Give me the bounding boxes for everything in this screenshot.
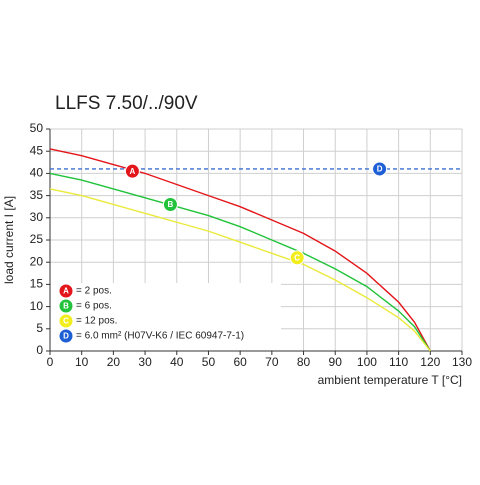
curve-badge-label: A [130,167,136,176]
legend-badge [58,283,74,299]
y-tick-label: 50 [30,121,44,135]
x-tick-label: 120 [420,355,440,369]
x-tick-label: 100 [357,355,377,369]
legend-box [51,283,281,350]
curve-badge-label: D [377,165,383,174]
x-tick-label: 30 [138,355,152,369]
legend-badge [58,313,74,329]
x-tick-label: 40 [170,355,184,369]
legend-badge [58,298,74,314]
legend-badge-label: A [63,287,69,296]
series-line [49,172,431,352]
x-tick-label: 10 [75,355,89,369]
legend-badge [58,328,74,344]
y-tick-label: 40 [30,166,44,180]
legend-badge-label: D [63,332,69,341]
x-tick-label: 70 [265,355,279,369]
legend-label: = 2 pos. [76,286,112,297]
y-tick-label: 5 [36,321,43,335]
curve-badge [372,161,388,177]
y-axis-label: load current I [A] [2,196,16,284]
curve-badge [289,250,305,266]
y-tick-label: 35 [30,188,44,202]
y-tick-label: 20 [30,254,44,268]
x-tick-label: 20 [107,355,121,369]
curve-badge [124,163,140,179]
series-line [49,188,431,352]
y-tick-label: 0 [36,343,43,357]
x-axis-label: ambient temperature T [°C] [318,373,462,387]
chart-title: LLFS 7.50/../90V [55,93,198,114]
x-tick-label: 50 [202,355,216,369]
x-tick-label: 80 [297,355,311,369]
series-line [49,148,431,352]
legend-label: = 6 pos. [76,301,112,312]
legend-badge-label: B [63,302,69,311]
x-tick-label: 60 [233,355,247,369]
y-tick-label: 30 [30,210,44,224]
legend-label: = 6.0 mm² (H07V-K6 / IEC 60947-7-1) [76,331,244,342]
x-tick-label: 0 [47,355,54,369]
y-tick-label: 15 [30,277,44,291]
y-tick-label: 25 [30,232,44,246]
x-tick-label: 130 [452,355,472,369]
y-tick-label: 45 [30,143,44,157]
x-tick-label: 110 [389,355,408,369]
curve-badge-label: B [168,200,174,209]
x-tick-label: 90 [329,355,343,369]
legend-badge-label: C [63,317,69,326]
y-tick-label: 10 [30,299,44,313]
curve-badge [162,196,178,212]
curve-badge-label: C [294,253,300,262]
legend-label: = 12 pos. [76,316,117,327]
